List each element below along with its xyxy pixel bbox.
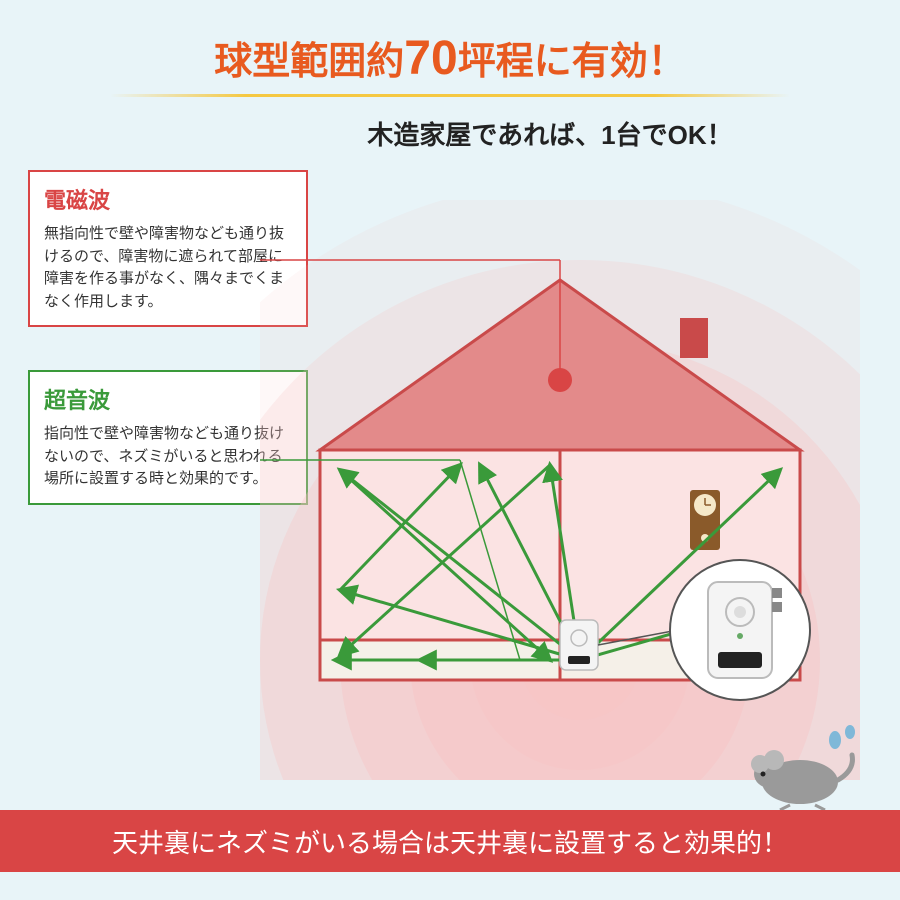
em-heading: 電磁波 — [44, 184, 292, 217]
main-title: 球型範囲約70坪程に有効！ — [0, 0, 900, 86]
title-pre: 球型範囲約 — [214, 41, 404, 83]
us-body: 指向性で壁や障害物なども通り抜けないので、ネズミがいると思われる場所に設置する時… — [44, 423, 292, 491]
title-number: 70 — [404, 32, 457, 85]
em-marker-dot — [548, 368, 572, 392]
footer-banner: 天井裏にネズミがいる場合は天井裏に設置すると効果的！ — [0, 810, 900, 872]
house-diagram — [260, 200, 860, 780]
footer-text: 天井裏にネズミがいる場合は天井裏に設置すると効果的！ — [112, 823, 788, 860]
us-heading: 超音波 — [44, 384, 292, 417]
title-underline — [110, 94, 790, 97]
title-post: 坪程に有効！ — [458, 41, 686, 83]
em-body: 無指向性で壁や障害物なども通り抜けるので、障害物に遮られて部屋に障害を作る事がな… — [44, 223, 292, 313]
mouse-icon — [730, 720, 870, 810]
subtitle: 木造家屋であれば、1台でOK！ — [0, 115, 900, 152]
device-small-icon — [560, 620, 598, 670]
